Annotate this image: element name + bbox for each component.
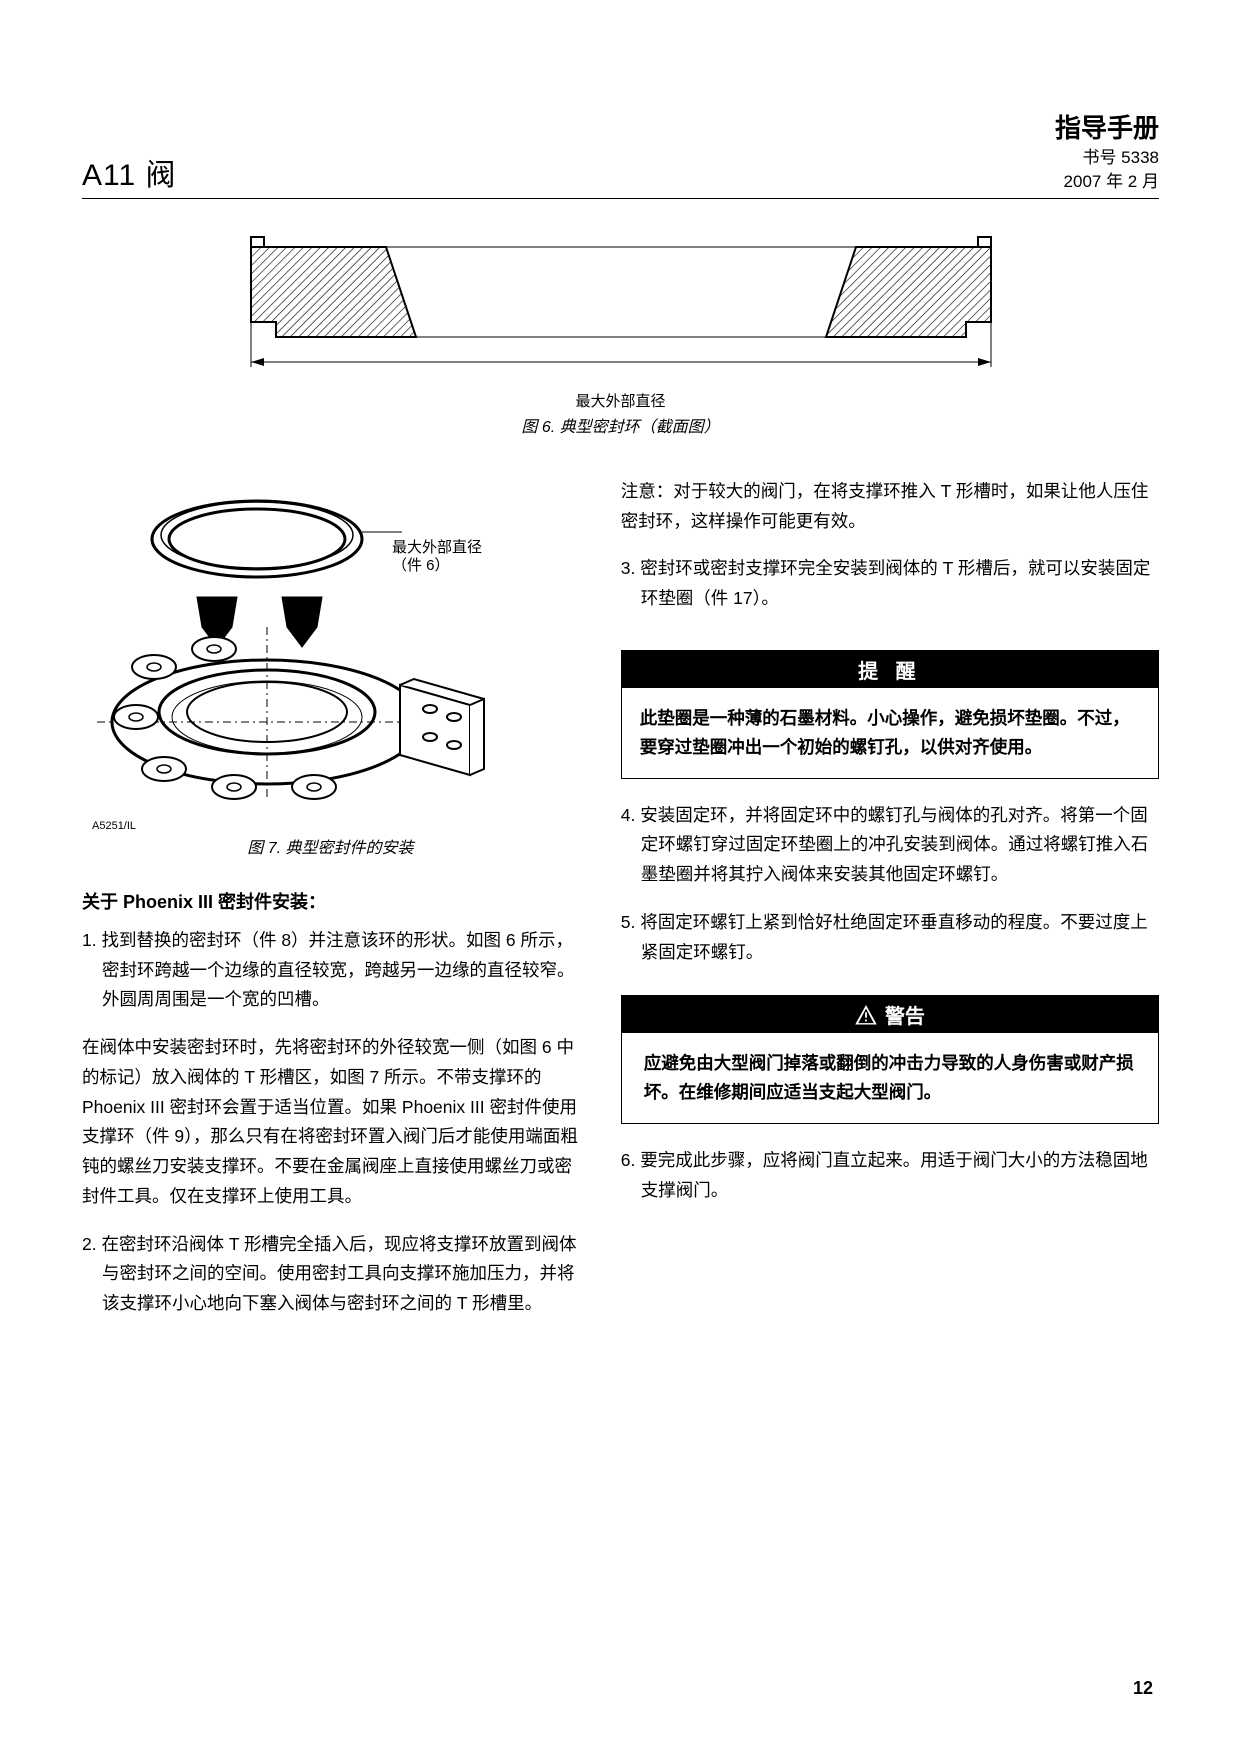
figure-7-leader-line2: （件 6） [392, 557, 450, 574]
manual-title: 指导手册 [1055, 110, 1159, 146]
step-2: 2. 在密封环沿阀体 T 形槽完全插入后，现应将支撑环放置到阀体与密封环之间的空… [82, 1230, 579, 1319]
step-5: 5. 将固定环螺钉上紧到恰好杜绝固定环垂直移动的程度。不要过度上紧固定环螺钉。 [621, 908, 1159, 968]
warning-header: 警告 [622, 996, 1158, 1033]
notice-header: 提 醒 [622, 651, 1158, 688]
notice-box: 提 醒 此垫圈是一种薄的石墨材料。小心操作，避免损坏垫圈。不过，要穿过垫圈冲出一… [621, 650, 1159, 779]
figure-7-caption: 图 7. 典型密封件的安装 [82, 834, 579, 858]
header-meta: 指导手册 书号 5338 2007 年 2 月 [1055, 110, 1159, 194]
page-header: A11 阀 指导手册 书号 5338 2007 年 2 月 [82, 110, 1159, 199]
seal-ring-cross-section-icon [196, 227, 1046, 387]
left-column: 最大外部直径 （件 6） A5251/IL 图 7. 典型密封件的安装 关于 P… [82, 477, 579, 1337]
right-column: 注意：对于较大的阀门，在将支撑环推入 T 形槽时，如果让他人压住密封环，这样操作… [621, 477, 1159, 1337]
two-column-body: 最大外部直径 （件 6） A5251/IL 图 7. 典型密封件的安装 关于 P… [82, 477, 1159, 1337]
figure-7-leader-line1: 最大外部直径 [392, 539, 482, 556]
figure-7-leader-label: 最大外部直径 （件 6） [392, 539, 482, 575]
warning-body: 应避免由大型阀门掉落或翻倒的冲击力导致的人身伤害或财产损坏。在维修期间应适当支起… [622, 1033, 1158, 1123]
figure-6-caption: 图 6. 典型密封环（截面图） [82, 413, 1159, 437]
page-number: 12 [1133, 1678, 1153, 1699]
figure-7: 最大外部直径 （件 6） [82, 477, 579, 822]
step-6: 6. 要完成此步骤，应将阀门直立起来。用适于阀门大小的方法稳固地支撑阀门。 [621, 1146, 1159, 1206]
step-4: 4. 安装固定环，并将固定环中的螺钉孔与阀体的孔对齐。将第一个固定环螺钉穿过固定… [621, 801, 1159, 890]
install-paragraph: 在阀体中安装密封环时，先将密封环的外径较宽一侧（如图 6 中的标记）放入阀体的 … [82, 1033, 579, 1212]
phoenix-section-title: 关于 Phoenix III 密封件安装： [82, 888, 579, 914]
book-number: 书号 5338 [1055, 146, 1159, 170]
figure-6: 最大外部直径 图 6. 典型密封环（截面图） [82, 227, 1159, 437]
warning-box: 警告 应避免由大型阀门掉落或翻倒的冲击力导致的人身伤害或财产损坏。在维修期间应适… [621, 995, 1159, 1124]
note-line: 注意：对于较大的阀门，在将支撑环推入 T 形槽时，如果让他人压住密封环，这样操作… [621, 477, 1159, 537]
warning-title-text: 警告 [885, 1000, 925, 1029]
issue-date: 2007 年 2 月 [1055, 170, 1159, 194]
figure-6-dimension-label: 最大外部直径 [82, 390, 1159, 411]
step-1: 1. 找到替换的密封环（件 8）并注意该环的形状。如图 6 所示，密封环跨越一个… [82, 926, 579, 1015]
seal-installation-icon [82, 477, 542, 817]
product-title: A11 阀 [82, 150, 177, 194]
notice-body: 此垫圈是一种薄的石墨材料。小心操作，避免损坏垫圈。不过，要穿过垫圈冲出一个初始的… [622, 688, 1158, 778]
warning-triangle-icon [855, 1005, 877, 1025]
step-3: 3. 密封环或密封支撑环完全安装到阀体的 T 形槽后，就可以安装固定环垫圈（件 … [621, 554, 1159, 614]
